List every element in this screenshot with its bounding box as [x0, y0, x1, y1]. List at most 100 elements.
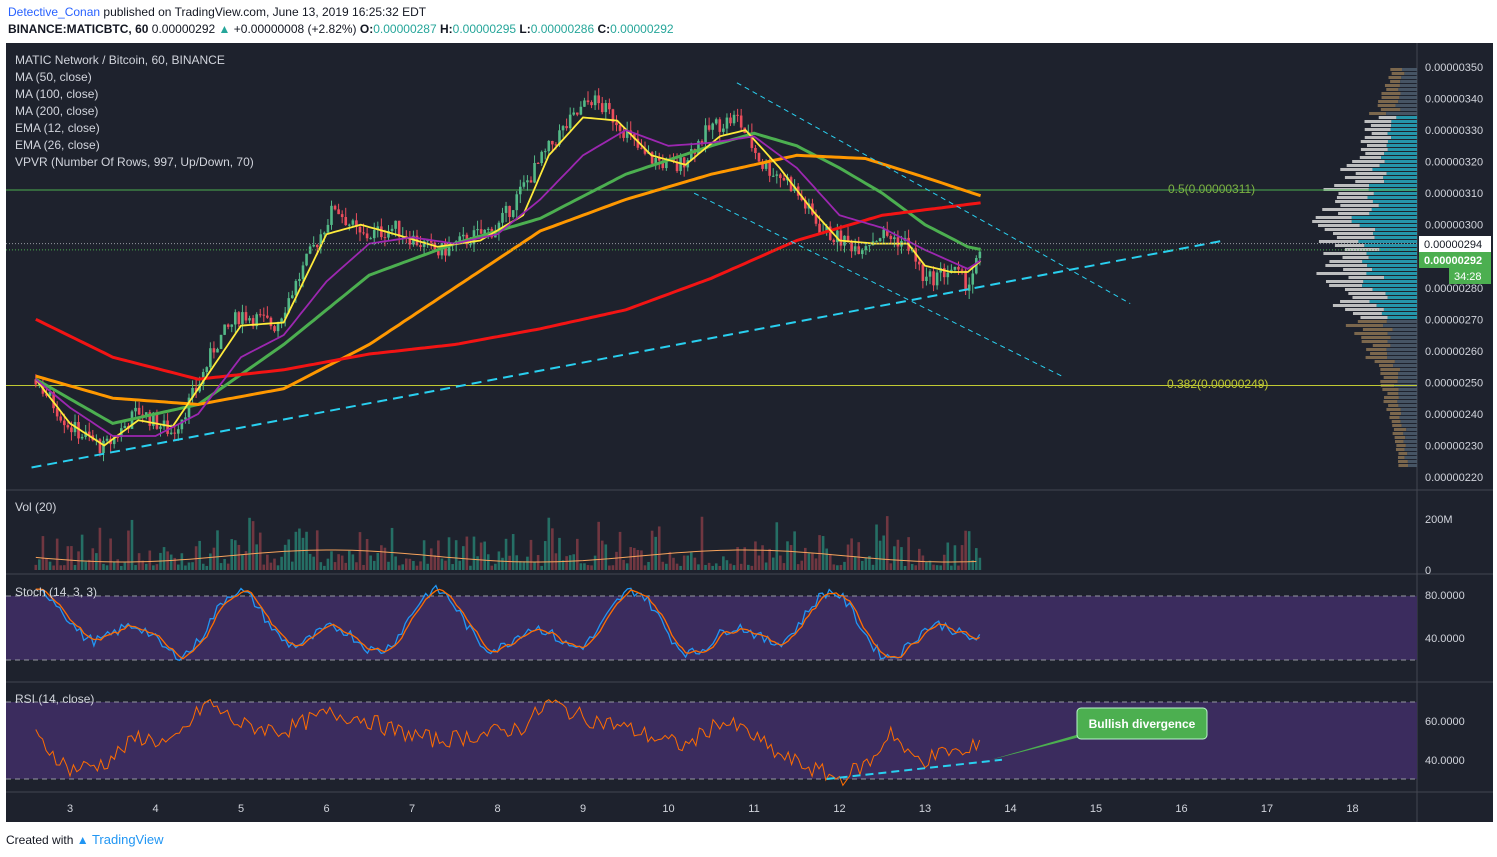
vpvr-up-bar — [1384, 152, 1417, 155]
volume-bar — [629, 547, 633, 570]
vpvr-down-bar — [1378, 116, 1397, 119]
vpvr-up-bar — [1384, 276, 1417, 279]
candle-body — [486, 228, 490, 230]
candle-body — [355, 220, 358, 227]
candle-body — [519, 186, 522, 195]
bullish-divergence-callout[interactable]: Bullish divergence — [990, 707, 1208, 760]
vpvr-up-bar — [1373, 232, 1417, 235]
volume-bar — [515, 555, 519, 570]
author-link[interactable]: Detective_Conan — [8, 5, 101, 19]
vpvr-up-bar — [1400, 92, 1417, 95]
vpvr-down-bar — [1397, 456, 1405, 459]
volume-bar — [682, 555, 686, 570]
vpvr-down-bar — [1371, 132, 1388, 135]
vpvr-up-bar — [1379, 164, 1417, 167]
chart-area[interactable]: 0.00000350 0.00000340 0.00000330 0.00000320… — [6, 43, 1493, 822]
volume-bar — [568, 555, 572, 570]
vpvr-down-bar — [1354, 332, 1388, 335]
vpvr-up-bar — [1362, 284, 1417, 287]
candle-body — [262, 314, 266, 316]
price-tick-label: 0.00000300 — [1425, 220, 1483, 232]
candle-body — [48, 392, 52, 396]
vpvr-down-bar — [1316, 272, 1367, 275]
time-tick-label: 4 — [152, 803, 158, 815]
vpvr-up-bar — [1386, 172, 1417, 175]
volume-bar — [433, 555, 437, 570]
candle-body — [308, 246, 312, 254]
candle-body — [782, 178, 786, 181]
vpvr-down-bar — [1393, 428, 1407, 431]
vpvr-down-bar — [1366, 144, 1387, 147]
price-tick-label: 0.00000350 — [1425, 62, 1483, 74]
legend-ema12[interactable]: EMA (12, close) — [15, 121, 100, 135]
time-tick-label: 16 — [1175, 803, 1187, 815]
chart-svg[interactable]: 0.00000350 0.00000340 0.00000330 0.00000320… — [6, 43, 1493, 822]
vpvr-up-bar — [1386, 320, 1417, 323]
volume-bar — [836, 565, 839, 570]
legend-ema26[interactable]: EMA (26, close) — [15, 138, 100, 152]
legend-vpvr[interactable]: VPVR (Number Of Rows, 997, Up/Down, 70) — [15, 155, 254, 169]
vpvr-up-bar — [1392, 328, 1417, 331]
candle-body — [960, 269, 964, 271]
candle-body — [251, 318, 255, 327]
vpvr-down-bar — [1389, 416, 1400, 419]
footer-brand[interactable]: TradingView — [91, 832, 164, 847]
vpvr-down-bar — [1336, 236, 1375, 239]
candle-body — [301, 265, 305, 279]
candle-body — [102, 440, 105, 454]
close-label: C: — [597, 22, 611, 36]
candle-body — [654, 158, 657, 164]
volume-bar — [932, 564, 935, 570]
volume-bar — [333, 562, 337, 570]
vpvr-down-bar — [1334, 244, 1365, 247]
volume-bar — [600, 540, 604, 570]
candle-body — [793, 186, 796, 191]
candle-body — [714, 119, 718, 124]
vpvr-up-bar — [1363, 280, 1417, 283]
volume-bar — [408, 558, 412, 570]
stoch-d-line — [35, 588, 980, 660]
candle-body — [226, 324, 230, 327]
vpvr-down-bar — [1343, 268, 1373, 271]
candle-body — [45, 393, 48, 396]
volume-bar — [547, 517, 551, 570]
candle-body — [501, 212, 504, 223]
volume-bar — [839, 564, 843, 570]
vpvr-down-bar — [1338, 192, 1374, 195]
candle-body — [497, 222, 501, 232]
volume-bar — [490, 565, 494, 570]
volume-bar — [429, 548, 433, 570]
volume-bar — [636, 549, 640, 570]
vpvr-down-bar — [1370, 352, 1388, 355]
candle-body — [173, 432, 177, 434]
volume-bar — [41, 536, 45, 570]
vpvr-up-bar — [1398, 376, 1417, 379]
legend-ma50[interactable]: MA (50, close) — [15, 70, 92, 84]
vpvr-down-bar — [1380, 368, 1401, 371]
legend-ma100[interactable]: MA (100, close) — [15, 87, 98, 101]
volume-bar — [337, 554, 340, 570]
volume-bar — [141, 560, 144, 570]
legend-ma200[interactable]: MA (200, close) — [15, 104, 98, 118]
time-tick-label: 9 — [580, 803, 586, 815]
candle-body — [576, 112, 579, 115]
candle-body — [148, 412, 152, 426]
candle-body — [515, 194, 519, 211]
volume-bar — [789, 545, 793, 570]
candle-body — [209, 348, 212, 368]
volume-bar — [280, 556, 283, 570]
volume-bar — [504, 538, 508, 570]
vpvr-up-bar — [1372, 268, 1417, 271]
candle-body — [358, 226, 362, 233]
volume-bar — [718, 565, 722, 570]
trendline-2 — [693, 192, 1063, 377]
candle-body — [462, 234, 465, 237]
vpvr-down-bar — [1396, 444, 1406, 447]
candle-body — [98, 439, 102, 454]
volume-bar — [390, 527, 394, 570]
volume-bar — [444, 560, 447, 570]
volume-bar — [957, 565, 960, 570]
volume-bar — [162, 547, 166, 570]
candle-body — [287, 298, 291, 313]
candle-body — [326, 224, 330, 233]
